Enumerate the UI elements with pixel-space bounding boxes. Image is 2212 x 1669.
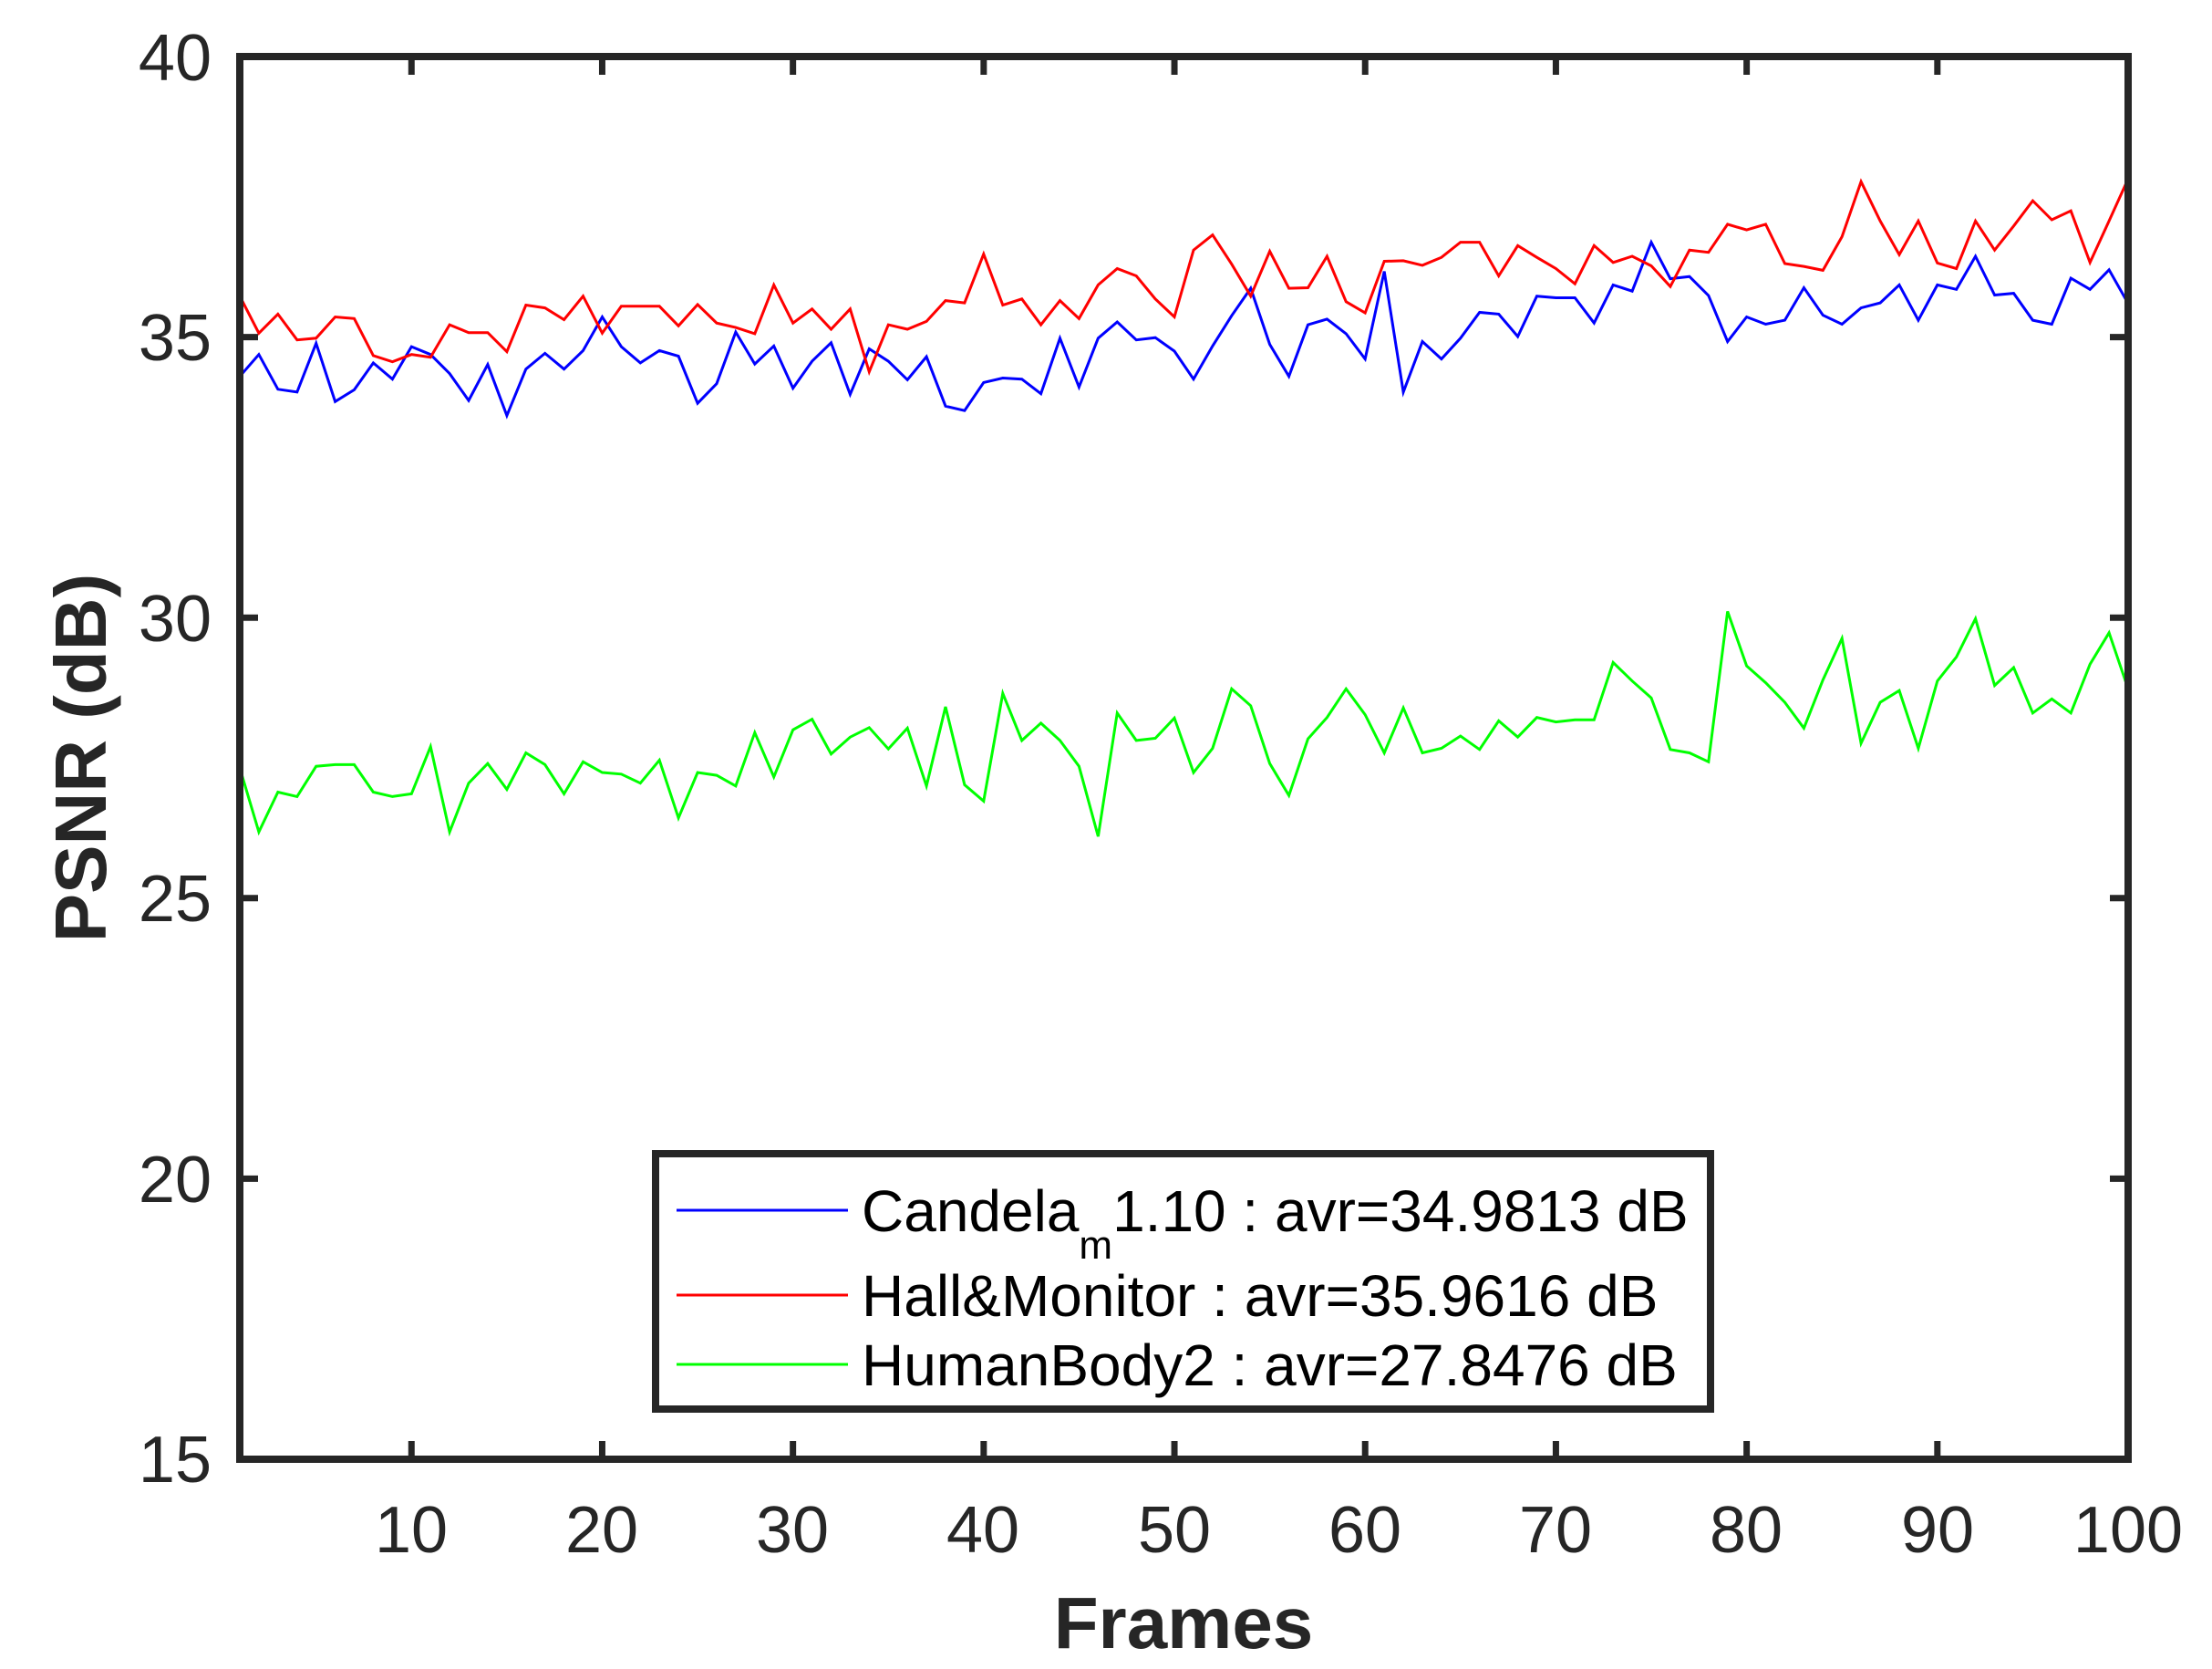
y-tick-label-25: 25 bbox=[139, 863, 212, 936]
y-tick-label-15: 15 bbox=[139, 1424, 212, 1497]
x-tick-label-20: 20 bbox=[565, 1494, 638, 1567]
series-layer bbox=[238, 178, 2130, 837]
legend-candela-rest: 1.10 : avr=34.9813 dB bbox=[1112, 1178, 1689, 1244]
x-axis-label: Frames bbox=[1054, 1582, 1314, 1664]
y-tick-label-40: 40 bbox=[139, 22, 212, 95]
x-tick-label-100: 100 bbox=[2073, 1494, 2183, 1567]
y-axis-ticks bbox=[240, 53, 2128, 1463]
legend-candela-subscript: m bbox=[1079, 1223, 1112, 1268]
x-axis-ticks bbox=[408, 57, 2132, 1459]
axes-frame bbox=[236, 53, 2132, 1463]
legend-entry-candela: Candelam1.10 : avr=34.9813 dB bbox=[862, 1178, 1689, 1268]
legend: Candelam1.10 : avr=34.9813 dB Hall&Monit… bbox=[652, 1150, 1714, 1413]
y-tick-labels: 40 35 30 25 20 15 bbox=[139, 22, 212, 1497]
legend-entry-humanbody2: HumanBody2 : avr=27.8476 dB bbox=[862, 1332, 1678, 1398]
x-tick-label-50: 50 bbox=[1138, 1494, 1211, 1567]
x-tick-label-60: 60 bbox=[1328, 1494, 1401, 1567]
x-tick-label-40: 40 bbox=[946, 1494, 1019, 1567]
series-line-hall-monitor bbox=[238, 178, 2130, 377]
legend-box bbox=[652, 1150, 1714, 1413]
x-tick-label-30: 30 bbox=[756, 1494, 829, 1567]
y-tick-label-35: 35 bbox=[139, 302, 212, 375]
y-tick-label-20: 20 bbox=[139, 1144, 212, 1217]
legend-candela-main: Candela bbox=[862, 1178, 1080, 1244]
x-tick-labels: 10 20 30 40 50 60 70 80 90 100 bbox=[375, 1494, 2183, 1567]
x-tick-label-10: 10 bbox=[375, 1494, 448, 1567]
legend-entry-hall-monitor: Hall&Monitor : avr=35.9616 dB bbox=[862, 1263, 1658, 1329]
x-tick-label-70: 70 bbox=[1519, 1494, 1592, 1567]
y-axis-label: PSNR (dB) bbox=[40, 574, 121, 942]
series-line-candela bbox=[238, 238, 2130, 420]
series-line-humanbody2 bbox=[238, 610, 2130, 837]
y-tick-label-30: 30 bbox=[139, 583, 212, 656]
x-tick-label-90: 90 bbox=[1901, 1494, 1974, 1567]
x-tick-label-80: 80 bbox=[1710, 1494, 1783, 1567]
plot-area bbox=[236, 53, 2132, 1463]
